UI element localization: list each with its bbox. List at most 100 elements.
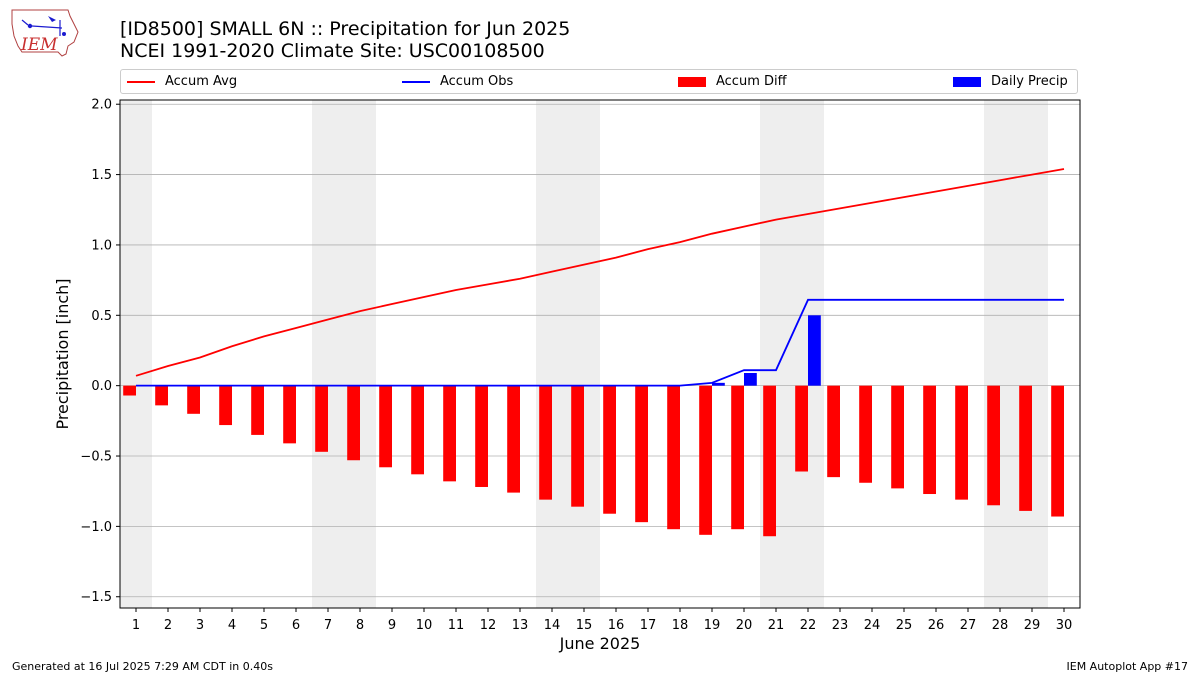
x-tick-label: 15: [576, 618, 593, 633]
daily-precip-bar: [712, 382, 725, 386]
accum-obs-line: [136, 298, 1064, 387]
y-tick-label: 1.0: [91, 238, 112, 253]
y-tick-label: 0.5: [91, 309, 112, 324]
legend-item-accum-obs: Accum Obs: [402, 70, 513, 93]
accum-diff-bar: [1019, 385, 1032, 511]
accum-diff-bar: [667, 385, 680, 530]
accum-diff-bar: [443, 385, 456, 482]
y-tick-label: −1.0: [80, 520, 112, 535]
legend-swatch-daily-precip: [953, 76, 981, 87]
x-tick-label: 1: [132, 618, 140, 633]
x-tick-label: 6: [292, 618, 300, 633]
accum-diff-bar: [187, 385, 200, 414]
daily-precip-bar: [808, 315, 821, 386]
iem-logo: IEM: [11, 9, 79, 57]
accum-diff-bar: [379, 385, 392, 468]
weekend-band-1: [312, 100, 376, 608]
x-tick-label: 19: [704, 618, 721, 633]
x-tick-label: 8: [356, 618, 364, 633]
chart-title: [ID8500] SMALL 6N :: Precipitation for J…: [120, 18, 570, 62]
accum-diff-bar: [155, 385, 168, 406]
legend-swatch-accum-diff: [678, 76, 706, 87]
x-tick-label: 30: [1056, 618, 1073, 633]
accum-diff-bar: [859, 385, 872, 483]
accum-diff-bar: [475, 385, 488, 487]
x-tick-label: 2: [164, 618, 172, 633]
accum-diff-bar: [731, 385, 744, 530]
generated-footer: Generated at 16 Jul 2025 7:29 AM CDT in …: [12, 660, 273, 673]
legend-label-accum-diff: Accum Diff: [716, 74, 787, 89]
x-tick-label: 18: [672, 618, 689, 633]
accum-diff-bar: [635, 385, 648, 523]
x-tick-label: 23: [832, 618, 849, 633]
x-tick-label: 16: [608, 618, 625, 633]
y-tick-label: −0.5: [80, 450, 112, 465]
accum-diff-bar: [123, 385, 136, 396]
accum-diff-bar: [219, 385, 232, 426]
accum-diff-bar: [923, 385, 936, 495]
accum-diff-bar: [539, 385, 552, 500]
accum-diff-bar: [987, 385, 1000, 506]
weekend-band-0: [120, 100, 152, 608]
accum-diff-bar: [763, 385, 776, 537]
accum-diff-bar: [283, 385, 296, 444]
x-tick-label: 7: [324, 618, 332, 633]
plot-frame: [119, 99, 1081, 609]
accum-diff-bar: [411, 385, 424, 475]
x-tick-label: 4: [228, 618, 236, 633]
accum-diff-bar: [699, 385, 712, 535]
legend-label-accum-obs: Accum Obs: [440, 74, 514, 89]
title-line-2: NCEI 1991-2020 Climate Site: USC00108500: [120, 40, 545, 62]
y-axis-label: Precipitation [inch]: [53, 278, 72, 429]
accum-diff-bar: [827, 385, 840, 478]
logo-text: IEM: [20, 35, 58, 55]
x-tick-label: 26: [928, 618, 945, 633]
accum-diff-bar: [251, 385, 264, 435]
legend-swatch-accum-avg: [127, 80, 155, 83]
accum-diff-bar: [795, 385, 808, 472]
x-tick-label: 3: [196, 618, 204, 633]
x-tick-label: 10: [416, 618, 433, 633]
x-axis-label: June 2025: [559, 634, 641, 653]
weekend-band-4: [984, 100, 1048, 608]
accum-diff-bar: [891, 385, 904, 489]
legend-item-accum-avg: Accum Avg: [127, 70, 237, 93]
x-tick-label: 11: [448, 618, 465, 633]
accum-diff-bar: [1051, 385, 1064, 517]
x-tick-label: 9: [388, 618, 396, 633]
legend-label-accum-avg: Accum Avg: [165, 74, 238, 89]
x-tick-label: 29: [1024, 618, 1041, 633]
legend-item-daily-precip: Daily Precip: [953, 70, 1068, 93]
y-tick-label: 1.5: [91, 168, 112, 183]
y-tick-label: 2.0: [91, 98, 112, 113]
y-tick-label: −1.5: [80, 590, 112, 605]
accum-diff-bar: [571, 385, 584, 507]
title-line-1: [ID8500] SMALL 6N :: Precipitation for J…: [120, 18, 571, 40]
legend-label-daily-precip: Daily Precip: [991, 74, 1068, 89]
legend-item-accum-diff: Accum Diff: [678, 70, 787, 93]
app-footer: IEM Autoplot App #17: [1066, 660, 1189, 673]
x-tick-label: 5: [260, 618, 268, 633]
accum-diff-bar: [955, 385, 968, 500]
accum-diff-bar: [347, 385, 360, 461]
x-tick-label: 20: [736, 618, 753, 633]
x-tick-label: 28: [992, 618, 1009, 633]
legend: Accum Avg Accum Obs Accum Diff Daily Pre…: [120, 69, 1078, 94]
accum-avg-line: [135, 168, 1065, 377]
x-tick-label: 17: [640, 618, 657, 633]
y-tick-label: 0.0: [91, 379, 112, 394]
x-tick-label: 22: [800, 618, 817, 633]
accum-diff-bar: [603, 385, 616, 514]
accum-diff-bar: [315, 385, 328, 452]
x-tick-label: 21: [768, 618, 785, 633]
x-tick-label: 25: [896, 618, 913, 633]
x-tick-label: 27: [960, 618, 977, 633]
x-tick-label: 12: [480, 618, 497, 633]
x-tick-label: 14: [544, 618, 561, 633]
x-tick-label: 24: [864, 618, 881, 633]
weekend-band-2: [536, 100, 600, 608]
x-tick-label: 13: [512, 618, 529, 633]
accum-diff-bar: [507, 385, 520, 493]
daily-precip-bar: [744, 372, 757, 386]
